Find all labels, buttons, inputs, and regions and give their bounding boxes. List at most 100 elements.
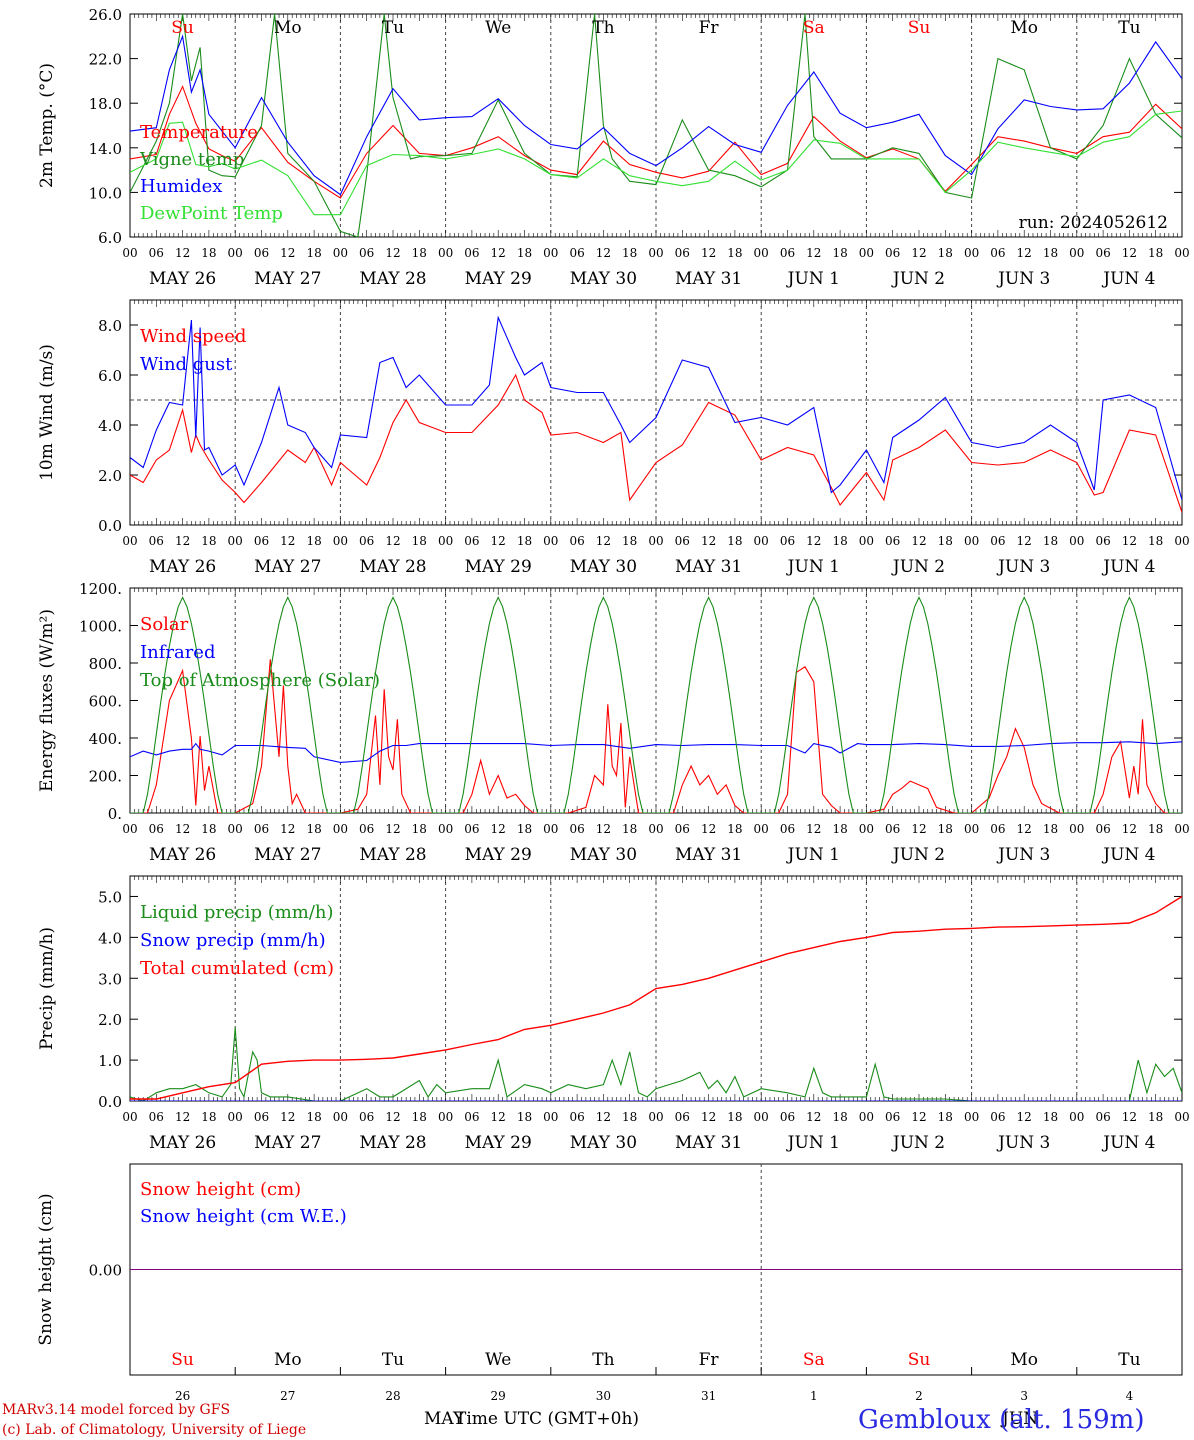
series-line-humidex xyxy=(130,34,1182,196)
y-tick-label: 4.0 xyxy=(98,417,122,435)
month-label-jun: JUN xyxy=(1000,1409,1038,1429)
panel-temp: 6.0 10.0 14.0 18.0 22.0 26.0 2m Temp. (°C) Temp… xyxy=(37,6,1190,289)
y-tick-label: 3.0 xyxy=(98,970,122,988)
station-name: Gembloux (alt. 159m) xyxy=(858,1405,1144,1435)
hour-tick-label: 12 xyxy=(175,822,190,836)
hour-tick-label: 18 xyxy=(201,822,216,836)
date-label: MAY 27 xyxy=(254,845,321,865)
hour-tick-label: 18 xyxy=(727,822,742,836)
hour-tick-label: 06 xyxy=(675,1110,690,1124)
weekday-label: Su xyxy=(908,1350,931,1370)
hour-tick-label: 12 xyxy=(806,822,821,836)
hour-tick-label: 12 xyxy=(1017,534,1032,548)
series-line-wind-speed xyxy=(130,373,1182,513)
hour-tick-label: 12 xyxy=(911,534,926,548)
date-label: MAY 30 xyxy=(570,1133,637,1153)
date-label: MAY 30 xyxy=(570,557,637,577)
date-label: JUN 3 xyxy=(996,845,1050,865)
hour-tick-label: 18 xyxy=(412,534,427,548)
hour-tick-label: 06 xyxy=(359,1110,374,1124)
date-label: MAY 26 xyxy=(149,557,216,577)
weekday-label: Tu xyxy=(382,18,404,38)
hour-tick-label: 00 xyxy=(1174,1110,1189,1124)
date-label: JUN 4 xyxy=(1101,1133,1155,1153)
date-label: MAY 30 xyxy=(570,845,637,865)
hour-tick-label: 00 xyxy=(859,534,874,548)
hour-tick-label: 06 xyxy=(675,822,690,836)
hour-tick-label: 00 xyxy=(859,246,874,260)
hour-tick-label: 06 xyxy=(149,1110,164,1124)
hour-tick-label: 18 xyxy=(938,534,953,548)
hour-tick-label: 06 xyxy=(254,246,269,260)
date-label: MAY 28 xyxy=(359,1133,426,1153)
hour-tick-label: 18 xyxy=(622,246,637,260)
legend-entry: Wind gust xyxy=(140,354,233,375)
x-axis-label: Time UTC (GMT+0h) xyxy=(455,1409,639,1429)
hour-tick-label: 00 xyxy=(543,1110,558,1124)
month-label-may: MAY xyxy=(424,1409,465,1429)
plot-frame xyxy=(129,13,1183,238)
date-label: JUN 4 xyxy=(1101,557,1155,577)
weekday-label: Tu xyxy=(1118,1350,1140,1370)
hour-tick-label: 12 xyxy=(280,246,295,260)
hour-tick-label: 12 xyxy=(280,1110,295,1124)
series-line-top-of-atmosphere-solar- xyxy=(130,596,1182,813)
hour-tick-label: 12 xyxy=(491,822,506,836)
hour-tick-label: 12 xyxy=(385,822,400,836)
hour-tick-label: 12 xyxy=(491,246,506,260)
weekday-label: Mo xyxy=(274,18,302,38)
hour-tick-label: 00 xyxy=(754,534,769,548)
hour-tick-label: 06 xyxy=(1095,1110,1110,1124)
hour-tick-label: 18 xyxy=(1043,534,1058,548)
hour-tick-label: 06 xyxy=(569,822,584,836)
hour-tick-label: 06 xyxy=(885,534,900,548)
hour-tick-label: 00 xyxy=(333,1110,348,1124)
legend-entry: Snow height (cm) xyxy=(140,1179,301,1200)
day-number-label: 27 xyxy=(280,1389,295,1403)
hour-tick-label: 18 xyxy=(727,1110,742,1124)
hour-tick-label: 12 xyxy=(596,534,611,548)
hour-tick-label: 12 xyxy=(385,534,400,548)
y-tick-label: 10.0 xyxy=(89,184,122,202)
hour-tick-label: 12 xyxy=(911,822,926,836)
day-number-label: 31 xyxy=(701,1389,716,1403)
date-label: MAY 26 xyxy=(149,269,216,289)
hour-tick-label: 00 xyxy=(543,534,558,548)
hour-tick-label: 18 xyxy=(306,246,321,260)
hour-tick-label: 06 xyxy=(780,1110,795,1124)
hour-tick-label: 06 xyxy=(254,822,269,836)
hour-tick-label: 12 xyxy=(701,246,716,260)
date-label: JUN 2 xyxy=(891,557,945,577)
hour-tick-label: 12 xyxy=(385,246,400,260)
weekday-label: Th xyxy=(592,1350,614,1370)
hour-tick-label: 18 xyxy=(832,534,847,548)
hour-tick-label: 00 xyxy=(1174,534,1189,548)
hour-tick-label: 18 xyxy=(412,246,427,260)
date-label: JUN 4 xyxy=(1101,269,1155,289)
y-tick-label: 0.0 xyxy=(98,517,122,535)
hour-tick-label: 18 xyxy=(306,1110,321,1124)
hour-tick-label: 06 xyxy=(359,822,374,836)
legend-entry: Liquid precip (mm/h) xyxy=(140,902,334,923)
legend-entry: Snow height (cm W.E.) xyxy=(140,1206,347,1227)
weekday-label: Sa xyxy=(803,1350,825,1370)
hour-tick-label: 00 xyxy=(438,534,453,548)
y-tick-label: 8.0 xyxy=(98,317,122,335)
hour-tick-label: 00 xyxy=(648,534,663,548)
hour-tick-label: 18 xyxy=(622,534,637,548)
hour-tick-label: 18 xyxy=(622,1110,637,1124)
hour-tick-label: 06 xyxy=(464,822,479,836)
hour-tick-label: 06 xyxy=(780,534,795,548)
hour-tick-label: 00 xyxy=(1069,1110,1084,1124)
hour-tick-label: 06 xyxy=(464,1110,479,1124)
date-label: JUN 1 xyxy=(786,269,840,289)
hour-tick-label: 06 xyxy=(149,534,164,548)
hour-tick-label: 18 xyxy=(938,1110,953,1124)
hour-tick-label: 06 xyxy=(990,1110,1005,1124)
hour-tick-label: 00 xyxy=(1069,534,1084,548)
hour-tick-label: 18 xyxy=(201,246,216,260)
hour-tick-label: 00 xyxy=(648,246,663,260)
plot-frame xyxy=(129,299,1183,526)
hour-tick-label: 06 xyxy=(780,246,795,260)
y-tick-label: 26.0 xyxy=(89,6,122,24)
